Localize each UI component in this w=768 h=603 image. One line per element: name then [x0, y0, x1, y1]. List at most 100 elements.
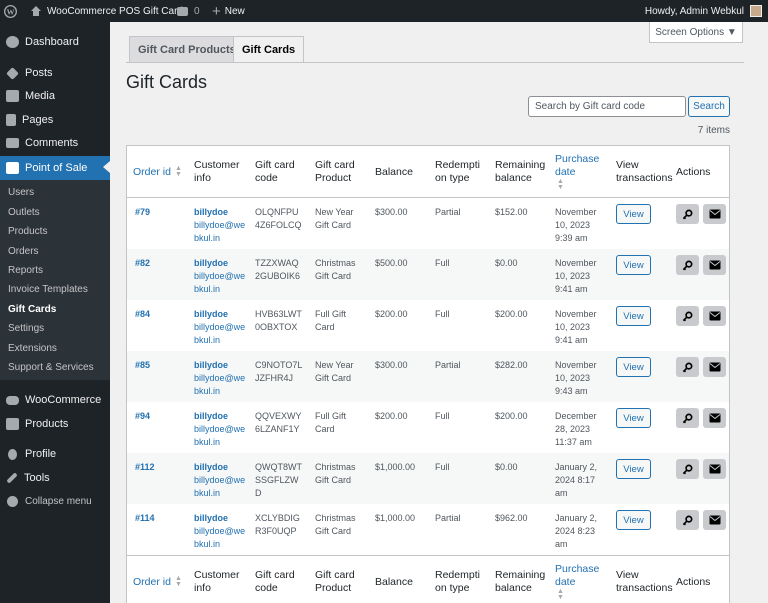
- column-view-transactions: View transactions: [616, 159, 673, 184]
- customer-info: billydoe billydoe@webkul.in: [194, 410, 246, 449]
- sidebar-item-pages[interactable]: Pages: [0, 109, 110, 131]
- key-icon[interactable]: [676, 357, 699, 377]
- account-menu[interactable]: Howdy, Admin Webkul: [645, 0, 762, 22]
- customer-name-link[interactable]: billydoe: [194, 462, 229, 472]
- key-icon[interactable]: [676, 459, 699, 479]
- sidebar-item-tools[interactable]: Tools: [0, 467, 110, 489]
- search-button[interactable]: Search: [688, 96, 730, 117]
- column-gift-card-code: Gift card code: [255, 159, 295, 184]
- order-id-link[interactable]: #114: [135, 513, 155, 523]
- sort-icon: ▲ ▼: [174, 575, 182, 588]
- plus-icon: +: [212, 2, 221, 20]
- sidebar-item-point-of-sale[interactable]: Point of Sale: [0, 156, 110, 180]
- redemption-type: Full: [435, 309, 450, 319]
- purchase-date: November 10, 2023 9:43 am: [555, 360, 597, 396]
- sidebar-item-products[interactable]: Products: [0, 413, 110, 435]
- balance: $500.00: [375, 258, 408, 268]
- customer-name-link[interactable]: billydoe: [194, 207, 229, 217]
- submenu-item-products[interactable]: Products: [8, 226, 48, 237]
- admin-sidebar: Dashboard Posts Media Pages Comments Poi…: [0, 22, 110, 603]
- comments-link[interactable]: 0: [177, 0, 200, 22]
- site-name: WooCommerce POS Gift Card: [47, 5, 183, 17]
- customer-email: billydoe@webkul.in: [194, 271, 246, 294]
- submenu-item-gift-cards[interactable]: Gift Cards: [8, 304, 57, 315]
- tab-gift-cards[interactable]: Gift Cards: [233, 36, 305, 63]
- column-order-id[interactable]: Order id ▲ ▼: [133, 575, 182, 588]
- customer-info: billydoe billydoe@webkul.in: [194, 461, 246, 500]
- customer-name-link[interactable]: billydoe: [194, 513, 229, 523]
- submenu-item-support-services[interactable]: Support & Services: [8, 362, 94, 373]
- submenu-item-extensions[interactable]: Extensions: [8, 343, 57, 354]
- key-icon[interactable]: [676, 306, 699, 326]
- wordpress-logo-icon[interactable]: W: [4, 0, 22, 22]
- column-gift-card-product: Gift card Product: [315, 569, 355, 594]
- customer-name-link[interactable]: billydoe: [194, 411, 229, 421]
- order-id-link[interactable]: #84: [135, 309, 151, 319]
- view-transactions-button[interactable]: View: [616, 255, 651, 275]
- submenu-item-users[interactable]: Users: [8, 187, 35, 198]
- order-id-link[interactable]: #112: [135, 462, 155, 472]
- remaining-balance: $962.00: [495, 513, 528, 523]
- customer-name-link[interactable]: billydoe: [194, 309, 229, 319]
- customer-name-link[interactable]: billydoe: [194, 360, 229, 370]
- sidebar-item-posts[interactable]: Posts: [0, 62, 110, 84]
- sidebar-item-media[interactable]: Media: [0, 85, 110, 107]
- column-order-id[interactable]: Order id ▲ ▼: [133, 165, 182, 178]
- view-transactions-button[interactable]: View: [616, 357, 651, 377]
- remaining-balance: $200.00: [495, 411, 528, 421]
- remaining-balance: $282.00: [495, 360, 528, 370]
- sidebar-item-profile[interactable]: Profile: [0, 443, 110, 465]
- remaining-balance: $200.00: [495, 309, 528, 319]
- redemption-type: Partial: [435, 360, 461, 370]
- mail-icon[interactable]: [703, 306, 726, 326]
- submenu-item-settings[interactable]: Settings: [8, 323, 45, 334]
- mail-icon[interactable]: [703, 459, 726, 479]
- order-id-link[interactable]: #82: [135, 258, 151, 268]
- submenu-item-orders[interactable]: Orders: [8, 246, 39, 257]
- order-id-link[interactable]: #79: [135, 207, 151, 217]
- view-transactions-button[interactable]: View: [616, 306, 651, 326]
- comments-count: 0: [194, 5, 200, 17]
- view-transactions-button[interactable]: View: [616, 510, 651, 530]
- sidebar-item-dashboard[interactable]: Dashboard: [0, 31, 110, 53]
- search-input[interactable]: [528, 96, 686, 117]
- customer-email: billydoe@webkul.in: [194, 322, 246, 345]
- mail-icon[interactable]: [703, 408, 726, 428]
- gift-cards-table: Order id ▲ ▼ Customer info Gift card code …: [126, 145, 730, 603]
- view-transactions-button[interactable]: View: [616, 459, 651, 479]
- sidebar-item-comments[interactable]: Comments: [0, 132, 110, 154]
- mail-icon[interactable]: [703, 357, 726, 377]
- gift-card-code: C9NOTO7LJZFHR4J: [255, 360, 303, 383]
- key-icon[interactable]: [676, 408, 699, 428]
- redemption-type: Full: [435, 411, 450, 421]
- key-icon[interactable]: [676, 204, 699, 224]
- remaining-balance: $0.00: [495, 258, 518, 268]
- mail-icon[interactable]: [703, 510, 726, 530]
- woocommerce-icon: [6, 395, 19, 405]
- customer-info: billydoe billydoe@webkul.in: [194, 257, 246, 296]
- new-content-link[interactable]: + New: [212, 0, 245, 22]
- submenu-item-reports[interactable]: Reports: [8, 265, 44, 276]
- customer-name-link[interactable]: billydoe: [194, 258, 229, 268]
- customer-info: billydoe billydoe@webkul.in: [194, 206, 246, 245]
- order-id-link[interactable]: #85: [135, 360, 151, 370]
- sidebar-item-woocommerce[interactable]: WooCommerce: [0, 389, 110, 411]
- key-icon[interactable]: [676, 255, 699, 275]
- submenu-item-outlets[interactable]: Outlets: [8, 207, 40, 218]
- gift-card-product: Christmas Gift Card: [315, 258, 356, 281]
- key-icon[interactable]: [676, 510, 699, 530]
- order-id-link[interactable]: #94: [135, 411, 151, 421]
- view-transactions-button[interactable]: View: [616, 204, 651, 224]
- site-name-link[interactable]: WooCommerce POS Gift Card: [30, 0, 183, 22]
- gift-card-product: Full Gift Card: [315, 411, 347, 434]
- mail-icon[interactable]: [703, 204, 726, 224]
- screen-options-button[interactable]: Screen Options ▼: [649, 22, 743, 43]
- column-purchase-date[interactable]: Purchase date ▲ ▼: [555, 563, 600, 601]
- table-row: #85 billydoe billydoe@webkul.in C9NOTO7LJZF…: [127, 351, 729, 402]
- collapse-menu-button[interactable]: Collapse menu: [0, 490, 110, 512]
- tab-gift-card-products[interactable]: Gift Card Products: [129, 36, 245, 62]
- submenu-item-invoice-templates[interactable]: Invoice Templates: [8, 284, 88, 295]
- mail-icon[interactable]: [703, 255, 726, 275]
- column-purchase-date[interactable]: Purchase date ▲ ▼: [555, 153, 600, 191]
- view-transactions-button[interactable]: View: [616, 408, 651, 428]
